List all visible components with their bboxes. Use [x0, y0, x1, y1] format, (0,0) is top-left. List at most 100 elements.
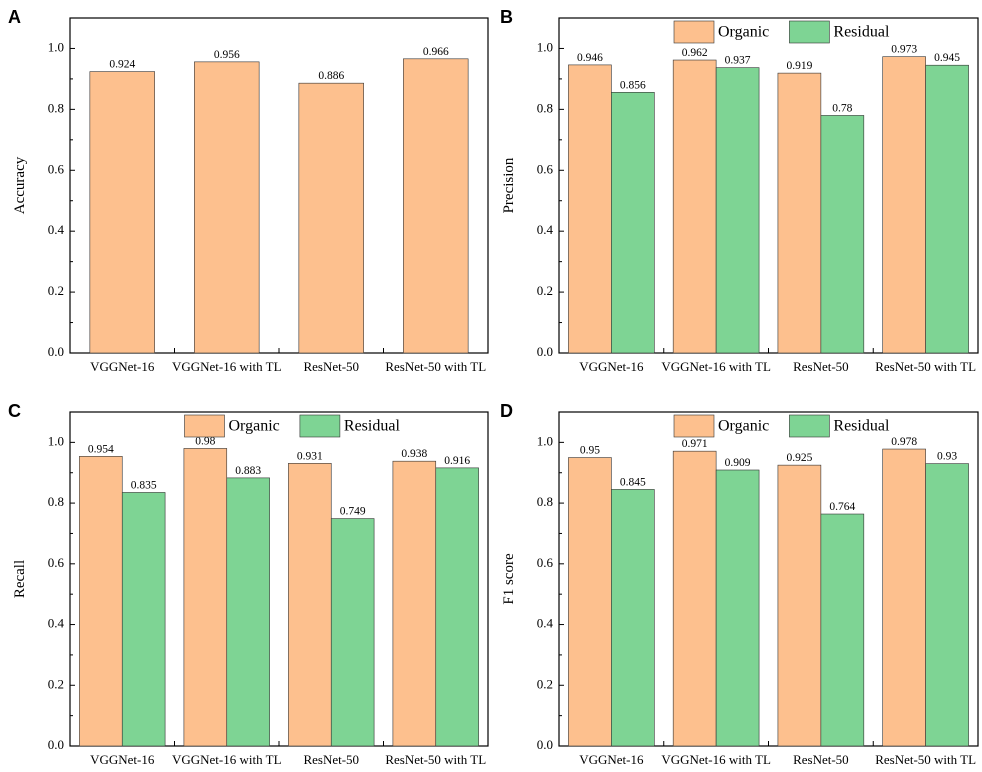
y-axis-title-c: Recall: [12, 560, 28, 598]
y-tick-label-c-4: 0.8: [48, 494, 64, 509]
data-label-c-residual-3: 0.916: [444, 455, 470, 467]
bar-a-accuracy-2: [298, 82, 364, 354]
bar-c-organic-0: [79, 456, 123, 747]
bar-d-organic-2: [777, 464, 822, 747]
bar-d-residual-1: [715, 469, 760, 747]
bar-d-residual-0: [611, 489, 655, 747]
x-tick-label-c-3: ResNet-50 with TL: [385, 752, 486, 767]
bar-d-residual-3: [925, 463, 969, 747]
panel-letter-d: D: [500, 401, 513, 421]
y-tick-label-d-5: 1.0: [537, 433, 553, 448]
y-tick-label-a-3: 0.6: [48, 161, 65, 176]
legend-swatch-b-residual: [789, 20, 830, 44]
y-tick-label-d-2: 0.4: [537, 616, 554, 631]
x-tick-label-c-0: VGGNet-16: [90, 752, 155, 767]
data-label-a-accuracy-2: 0.886: [318, 70, 344, 82]
y-axis-title-a: Accuracy: [12, 156, 28, 214]
bar-c-residual-2: [330, 518, 375, 747]
x-tick-label-b-2: ResNet-50: [793, 359, 849, 374]
data-label-d-residual-0: 0.845: [620, 476, 646, 488]
y-tick-label-c-0: 0.0: [48, 737, 64, 752]
y-tick-label-d-0: 0.0: [537, 737, 553, 752]
y-tick-label-c-5: 1.0: [48, 433, 64, 448]
bar-b-residual-1: [715, 67, 760, 354]
data-label-c-residual-1: 0.883: [235, 465, 261, 477]
legend-swatch-d-residual: [789, 414, 830, 438]
bar-c-organic-2: [288, 463, 332, 747]
data-label-d-organic-3: 0.978: [891, 436, 917, 448]
bar-c-residual-3: [435, 467, 479, 747]
y-axis-title-d: F1 score: [501, 553, 517, 605]
legend-swatch-c-residual: [299, 414, 341, 438]
y-tick-label-c-2: 0.4: [48, 616, 65, 631]
x-tick-label-b-0: VGGNet-16: [579, 359, 644, 374]
bar-b-organic-1: [672, 59, 717, 354]
bar-c-organic-1: [183, 448, 228, 747]
y-tick-label-b-2: 0.4: [537, 222, 554, 237]
x-tick-label-c-1: VGGNet-16 with TL: [172, 752, 282, 767]
y-tick-label-d-4: 0.8: [537, 494, 553, 509]
data-label-b-residual-2: 0.78: [832, 102, 852, 114]
y-tick-label-a-2: 0.4: [48, 222, 65, 237]
data-label-c-organic-2: 0.931: [297, 450, 323, 462]
data-label-b-residual-0: 0.856: [620, 79, 646, 91]
bar-d-organic-3: [882, 448, 926, 747]
bar-a-accuracy-1: [194, 61, 260, 354]
y-tick-label-a-5: 1.0: [48, 39, 64, 54]
y-tick-label-c-1: 0.2: [48, 676, 64, 691]
legend-label-b-organic: Organic: [718, 24, 769, 41]
data-label-c-organic-1: 0.98: [195, 435, 215, 447]
y-tick-label-a-1: 0.2: [48, 283, 64, 298]
bar-c-organic-3: [392, 460, 437, 747]
y-tick-label-c-3: 0.6: [48, 555, 65, 570]
data-label-c-residual-2: 0.749: [340, 506, 366, 518]
data-label-b-organic-0: 0.946: [577, 52, 603, 64]
legend-label-c-organic: Organic: [229, 418, 280, 435]
bar-b-residual-3: [925, 64, 969, 354]
data-label-b-organic-1: 0.962: [682, 47, 708, 59]
bar-b-organic-2: [777, 72, 822, 354]
legend-swatch-b-organic: [673, 20, 715, 44]
bar-c-residual-1: [226, 477, 270, 747]
y-tick-label-a-0: 0.0: [48, 344, 64, 359]
x-tick-label-b-1: VGGNet-16 with TL: [661, 359, 771, 374]
data-label-b-organic-2: 0.919: [786, 60, 812, 72]
y-tick-label-a-4: 0.8: [48, 100, 64, 115]
y-tick-label-b-1: 0.2: [537, 283, 553, 298]
x-tick-label-b-3: ResNet-50 with TL: [875, 359, 976, 374]
bar-b-residual-0: [611, 92, 655, 354]
bar-a-accuracy-0: [89, 71, 155, 354]
x-tick-label-a-3: ResNet-50 with TL: [385, 359, 486, 374]
legend-label-d-organic: Organic: [718, 418, 769, 435]
data-label-d-residual-3: 0.93: [937, 451, 957, 463]
x-tick-label-a-2: ResNet-50: [303, 359, 359, 374]
bar-d-organic-0: [568, 457, 612, 747]
data-label-d-organic-1: 0.971: [682, 438, 708, 450]
x-tick-label-c-2: ResNet-50: [303, 752, 359, 767]
bar-a-accuracy-3: [403, 58, 469, 354]
data-label-c-organic-0: 0.954: [88, 443, 114, 455]
y-tick-label-b-0: 0.0: [537, 344, 553, 359]
panel-letter-a: A: [8, 7, 21, 27]
legend-swatch-d-organic: [673, 414, 715, 438]
y-axis-title-b: Precision: [501, 157, 517, 213]
bar-b-organic-3: [882, 56, 926, 354]
bar-d-organic-1: [672, 450, 717, 747]
data-label-c-organic-3: 0.938: [401, 448, 427, 460]
x-tick-label-a-0: VGGNet-16: [90, 359, 155, 374]
data-label-b-residual-1: 0.937: [725, 55, 751, 67]
data-label-d-organic-0: 0.95: [580, 445, 600, 457]
x-tick-label-d-1: VGGNet-16 with TL: [661, 752, 771, 767]
data-label-d-residual-2: 0.764: [829, 501, 855, 513]
legend-label-c-residual: Residual: [344, 418, 401, 435]
data-label-a-accuracy-3: 0.966: [423, 46, 449, 58]
legend-swatch-c-organic: [184, 414, 225, 438]
x-tick-label-a-1: VGGNet-16 with TL: [172, 359, 282, 374]
x-tick-label-d-2: ResNet-50: [793, 752, 849, 767]
data-label-d-residual-1: 0.909: [725, 457, 751, 469]
data-label-a-accuracy-1: 0.956: [214, 49, 240, 61]
bar-b-residual-2: [820, 115, 865, 354]
data-label-d-organic-2: 0.925: [786, 452, 812, 464]
panel-letter-b: B: [500, 7, 513, 27]
